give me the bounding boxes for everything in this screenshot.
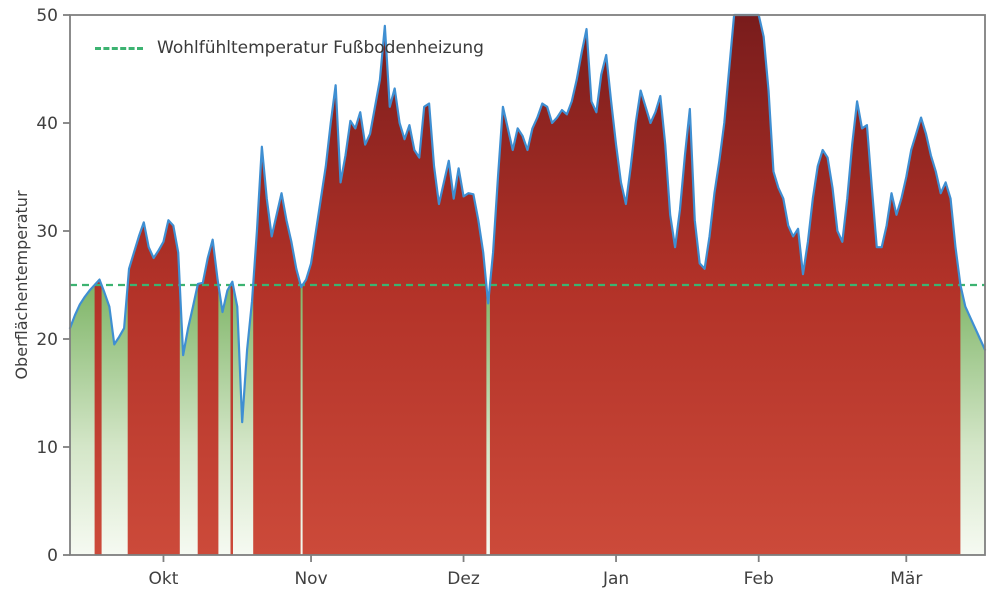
area-below-threshold xyxy=(960,285,985,555)
area-below-threshold xyxy=(70,285,95,555)
y-tick-label: 0 xyxy=(47,546,58,566)
x-tick-label: Dez xyxy=(447,569,480,589)
threshold-legend-label: Wohlfühltemperatur Fußbodenheizung xyxy=(157,38,484,58)
x-tick-label: Jan xyxy=(602,569,629,589)
y-tick-label: 30 xyxy=(36,222,58,242)
area-below-threshold xyxy=(300,285,303,555)
y-tick-label: 20 xyxy=(36,330,58,350)
area-below-threshold xyxy=(486,285,490,555)
x-tick-label: Feb xyxy=(744,569,774,589)
y-axis-label: Oberflächentemperatur xyxy=(12,190,31,380)
x-tick-label: Mär xyxy=(890,569,922,589)
axes-frame xyxy=(69,14,986,556)
y-tick-label: 40 xyxy=(36,114,58,134)
x-tick-label: Okt xyxy=(149,569,179,589)
threshold-legend-swatch xyxy=(95,46,143,50)
temperature-line xyxy=(68,13,987,424)
area-below-threshold xyxy=(218,285,231,555)
y-tick-label: 10 xyxy=(36,438,58,458)
area-below-threshold xyxy=(101,285,128,555)
y-tick-label: 50 xyxy=(36,6,58,26)
x-tick-label: Nov xyxy=(294,569,327,589)
legend: Wohlfühltemperatur Fußbodenheizung xyxy=(95,38,484,58)
